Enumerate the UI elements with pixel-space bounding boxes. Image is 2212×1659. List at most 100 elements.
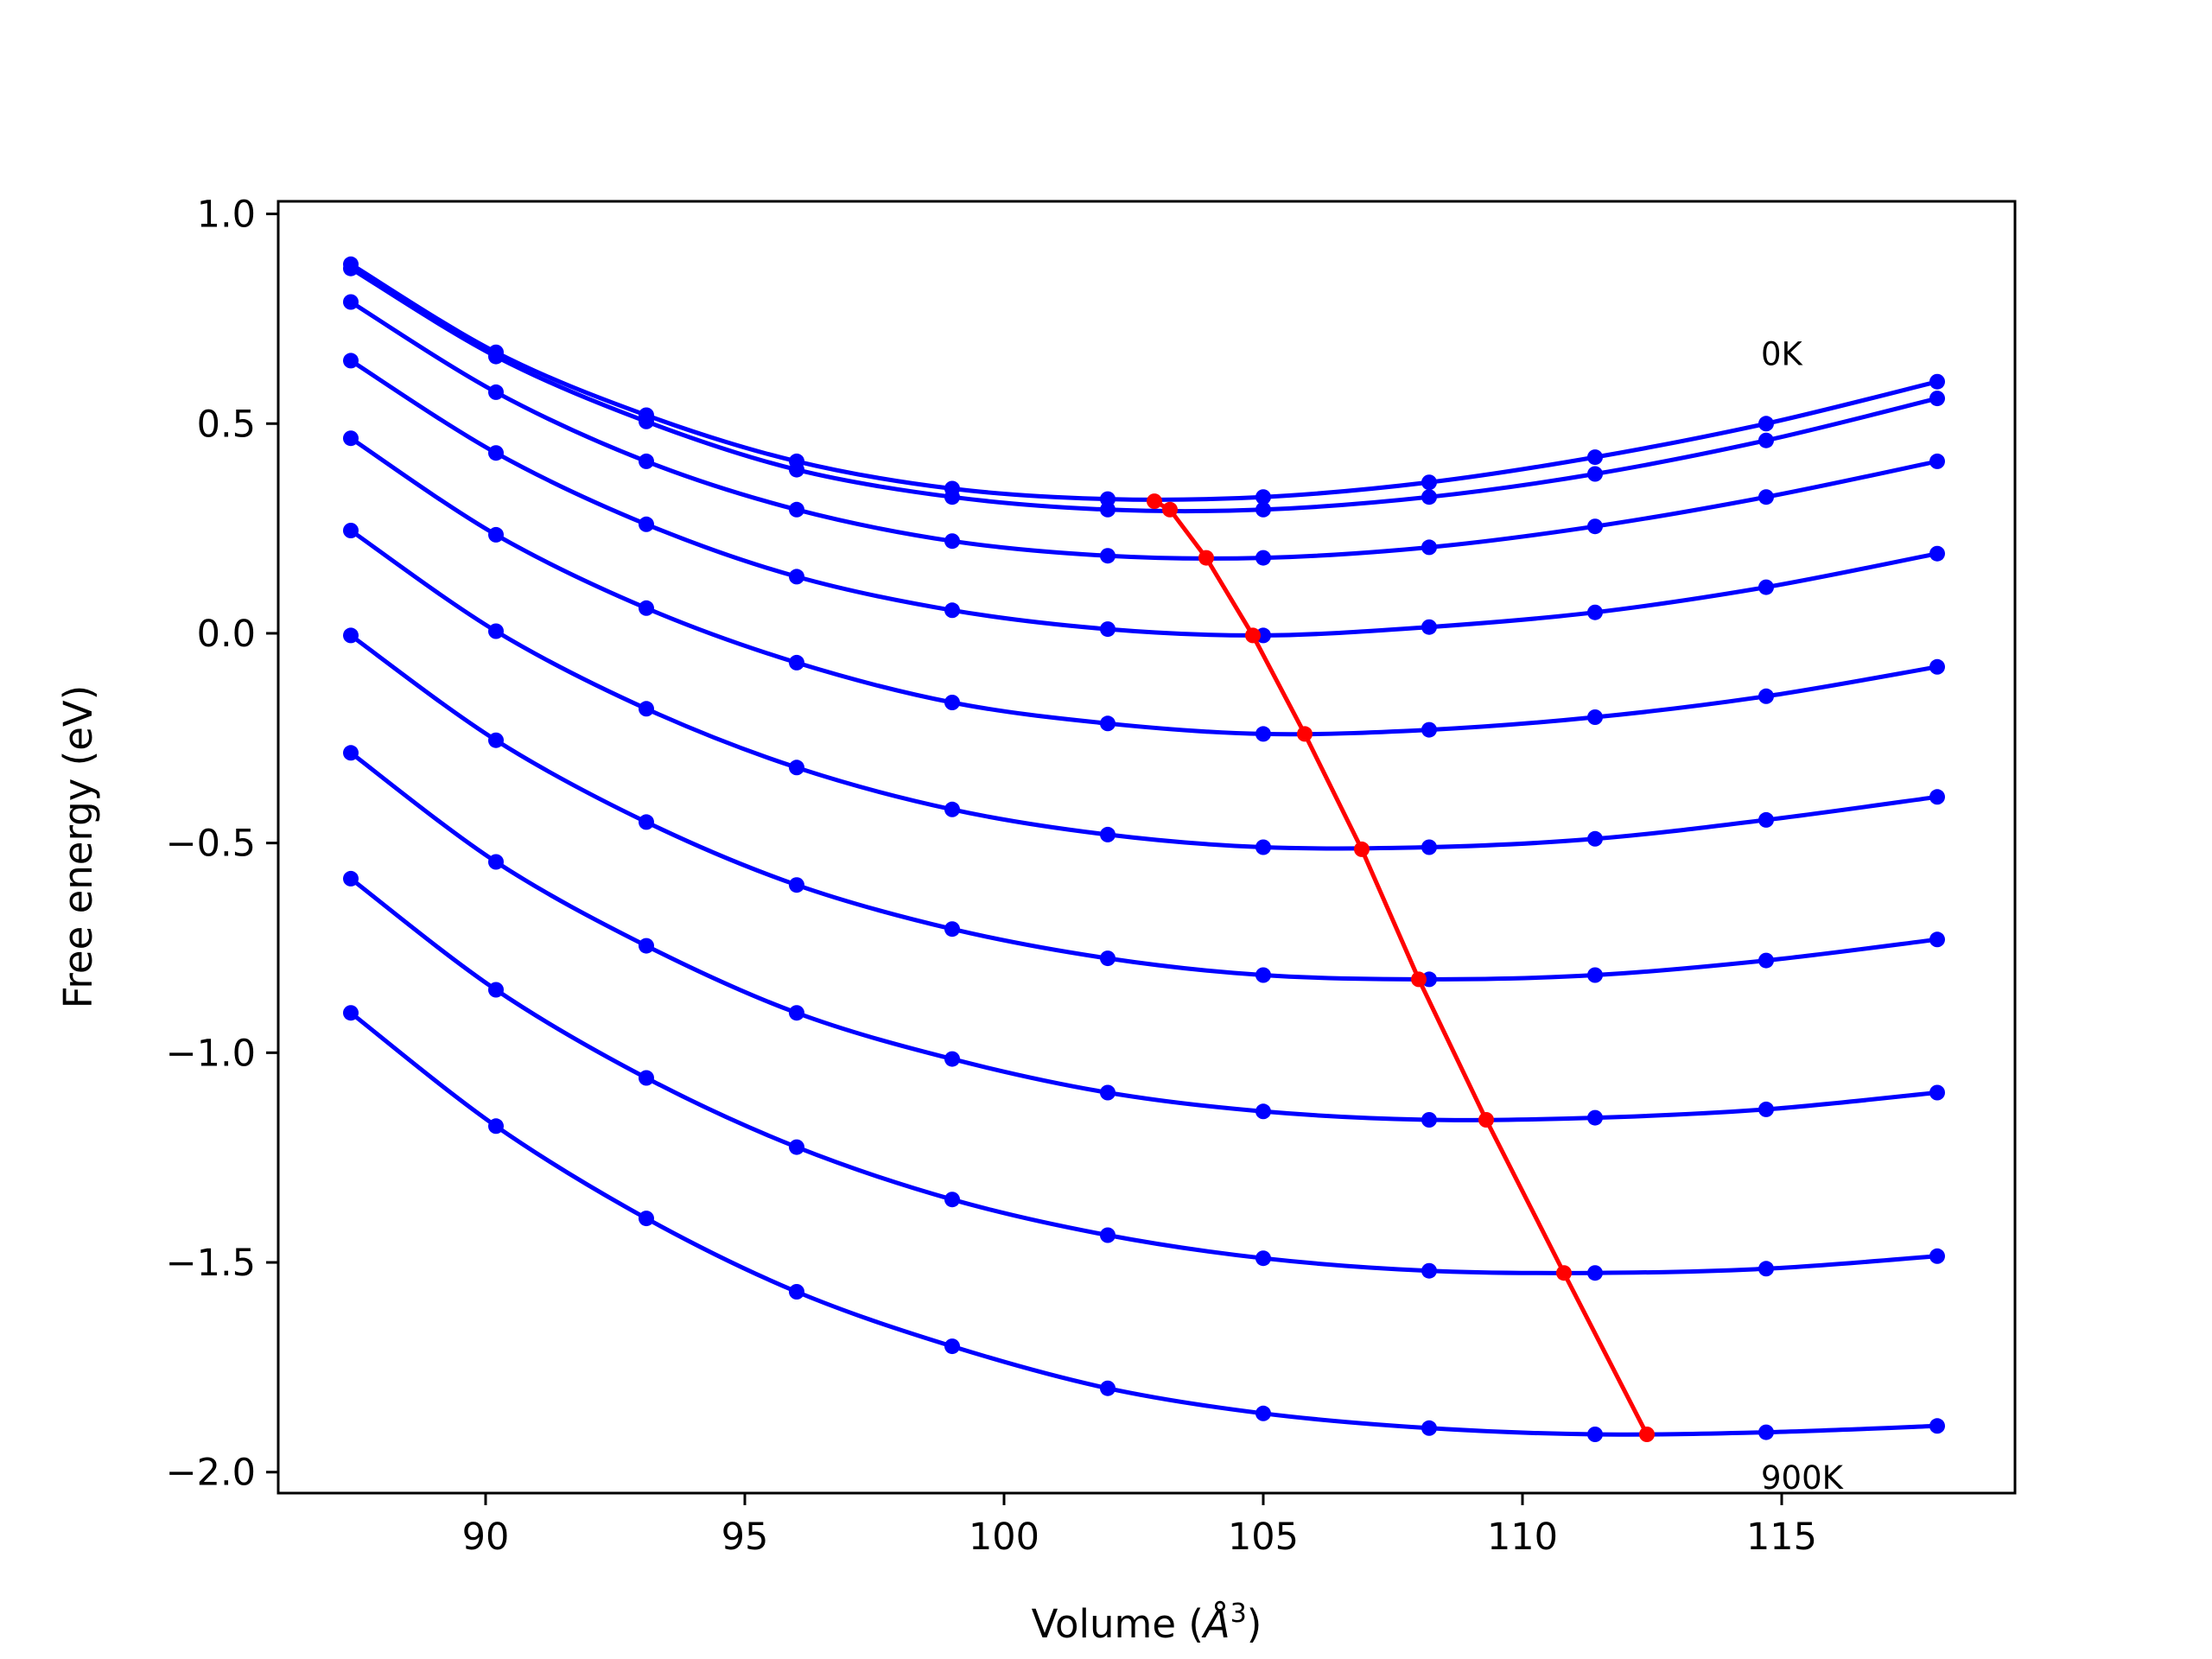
- data-point: [1255, 967, 1271, 983]
- minimum-point: [1297, 726, 1313, 742]
- data-point: [1929, 789, 1945, 805]
- data-point: [488, 982, 504, 998]
- data-point: [488, 854, 504, 870]
- data-point: [789, 461, 804, 478]
- data-point: [789, 1284, 804, 1300]
- data-point: [488, 732, 504, 748]
- data-point: [488, 1118, 504, 1135]
- y-tick-label: 0.5: [197, 403, 256, 446]
- data-point: [944, 602, 960, 619]
- x-tick-label: 115: [1746, 1516, 1817, 1559]
- y-tick-label: −1.5: [166, 1242, 256, 1285]
- data-point: [1421, 489, 1437, 505]
- data-point: [944, 1051, 960, 1067]
- data-point: [488, 526, 504, 543]
- data-point: [1255, 1250, 1271, 1267]
- data-point: [789, 1139, 804, 1155]
- data-point: [1929, 391, 1945, 407]
- y-tick-label: −2.0: [166, 1452, 256, 1495]
- data-point: [789, 1005, 804, 1021]
- data-point: [789, 760, 804, 776]
- data-point: [789, 654, 804, 671]
- y-axis-label: Free energy (eV): [55, 685, 101, 1008]
- data-point: [1255, 550, 1271, 566]
- data-point: [1100, 621, 1116, 638]
- minima-line: [1153, 499, 1649, 1436]
- data-point: [1758, 1424, 1774, 1440]
- data-point: [639, 600, 654, 616]
- data-point: [944, 1192, 960, 1208]
- data-point: [488, 384, 504, 400]
- data-point: [944, 801, 960, 817]
- data-point: [1255, 489, 1271, 505]
- data-point: [1929, 453, 1945, 469]
- data-point: [1758, 688, 1774, 704]
- data-point: [1587, 967, 1603, 983]
- data-point: [1929, 1248, 1945, 1264]
- data-point: [1421, 539, 1437, 556]
- data-point: [1255, 839, 1271, 855]
- data-point: [1587, 1427, 1603, 1442]
- data-point: [1758, 432, 1774, 448]
- data-point: [944, 489, 960, 505]
- data-point: [1587, 830, 1603, 847]
- x-tick-label: 95: [721, 1516, 769, 1559]
- data-point: [1255, 1405, 1271, 1421]
- data-point: [1421, 839, 1437, 855]
- data-point: [488, 348, 504, 365]
- minimum-point: [1478, 1112, 1494, 1128]
- data-point: [789, 501, 804, 518]
- data-point: [639, 516, 654, 532]
- data-point: [1100, 826, 1116, 842]
- data-point: [343, 745, 359, 761]
- data-point: [639, 1211, 654, 1227]
- data-point: [1255, 1103, 1271, 1120]
- data-point: [1929, 931, 1945, 948]
- data-point: [1421, 721, 1437, 738]
- data-point: [1100, 715, 1116, 732]
- annotation-label: 900K: [1761, 1459, 1845, 1497]
- data-point: [1100, 1380, 1116, 1396]
- data-point: [944, 921, 960, 938]
- curves-layer: [343, 256, 1945, 1442]
- data-point: [488, 623, 504, 639]
- y-axis-ticks: 1.0 0.5 0.0 −0.5 −1.0 −1.5 −2.0: [166, 194, 278, 1495]
- data-point: [789, 877, 804, 893]
- annotations: 0K 900K: [1761, 335, 1845, 1497]
- x-tick-label: 110: [1487, 1516, 1558, 1559]
- data-point: [1421, 1262, 1437, 1279]
- data-point: [343, 353, 359, 369]
- data-point: [789, 569, 804, 585]
- data-point: [1587, 604, 1603, 620]
- data-point: [639, 814, 654, 830]
- data-point: [1255, 726, 1271, 742]
- data-point: [1100, 1084, 1116, 1101]
- data-point: [639, 938, 654, 954]
- data-point: [1255, 501, 1271, 518]
- x-axis-ticks: 90 95 100 105 110 115: [462, 1493, 1817, 1559]
- plot-area: [278, 201, 2015, 1493]
- y-tick-label: −0.5: [166, 823, 256, 866]
- minimum-point: [1639, 1427, 1655, 1442]
- data-point: [1758, 1101, 1774, 1117]
- y-tick-label: −1.0: [166, 1032, 256, 1075]
- data-point: [343, 294, 359, 310]
- x-tick-label: 105: [1228, 1516, 1299, 1559]
- data-point: [1100, 548, 1116, 564]
- data-point: [639, 1070, 654, 1086]
- data-point: [1100, 501, 1116, 518]
- data-point: [639, 453, 654, 469]
- data-point: [343, 870, 359, 887]
- x-axis-label: Volume (Å3): [1032, 1599, 1262, 1647]
- minimum-point: [1162, 501, 1178, 518]
- minimum-point: [1411, 971, 1427, 988]
- data-point: [488, 445, 504, 461]
- data-point: [1421, 619, 1437, 635]
- minimum-point: [1147, 493, 1162, 510]
- data-point: [1758, 579, 1774, 595]
- data-point: [1758, 952, 1774, 969]
- data-point: [1929, 1084, 1945, 1101]
- data-point: [343, 523, 359, 538]
- data-point: [1587, 449, 1603, 466]
